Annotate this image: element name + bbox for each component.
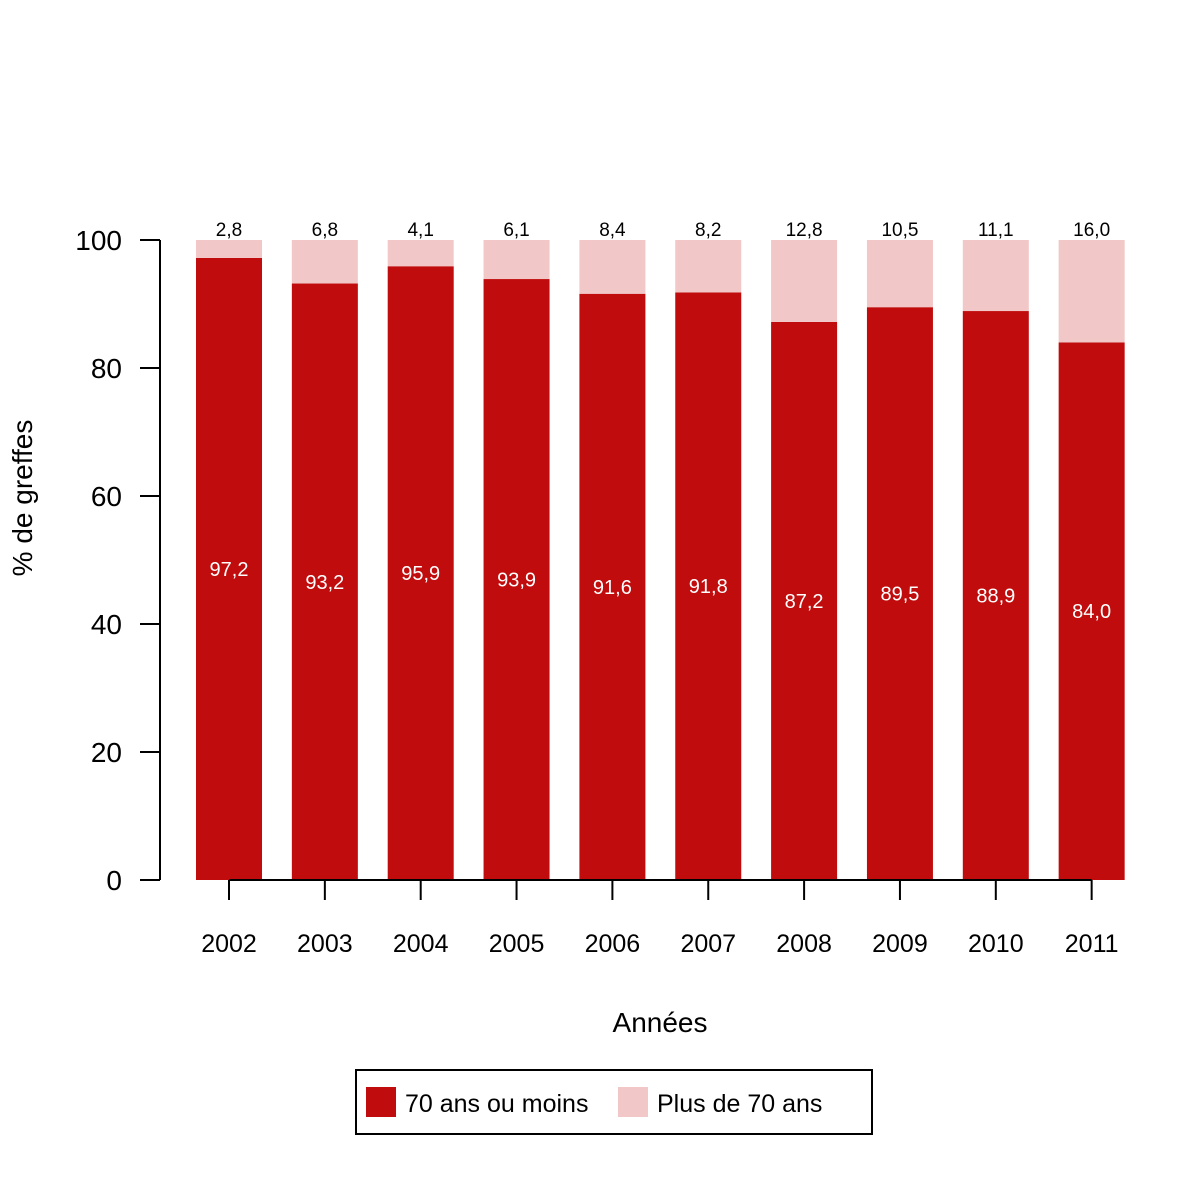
bar-segment-series-2 — [771, 240, 838, 322]
data-label-series-2: 6,1 — [503, 220, 529, 241]
x-tick-label: 2002 — [201, 930, 257, 958]
bar-segment-series-2 — [579, 240, 646, 294]
bar-segment-series-1 — [962, 311, 1029, 880]
x-tick-label: 2009 — [872, 930, 928, 958]
y-tick-label: 100 — [75, 225, 122, 256]
y-tick-label: 60 — [91, 481, 122, 512]
data-label-series-1: 91,6 — [593, 577, 632, 599]
legend-label-series-1: 70 ans ou moins — [405, 1090, 588, 1118]
data-label-series-2: 16,0 — [1073, 220, 1110, 241]
data-label-series-2: 2,8 — [216, 220, 242, 241]
data-label-series-1: 87,2 — [785, 591, 824, 613]
bar-segment-series-1 — [483, 279, 550, 880]
x-tick-label: 2006 — [585, 930, 641, 958]
bar-segment-series-2 — [483, 240, 550, 280]
data-label-series-1: 95,9 — [401, 563, 440, 585]
bar-segment-series-1 — [866, 307, 933, 880]
bar-segment-series-2 — [291, 240, 358, 284]
legend-swatch-series-1 — [366, 1087, 396, 1117]
data-label-series-1: 93,2 — [305, 572, 344, 594]
x-axis: 2002 2003 2004 2005 2006 2007 2008 2009 2010 2011 — [201, 879, 1119, 958]
bar-segment-series-2 — [866, 240, 933, 308]
y-tick-label: 20 — [91, 737, 122, 768]
bar-segment-series-2 — [1058, 240, 1125, 343]
bars-group — [196, 240, 1125, 881]
bar-value-labels: 97,2 2,8 93,2 6,8 95,9 4,1 93,9 6,1 91,6 8,4 91,8 8… — [210, 220, 1112, 623]
data-label-series-1: 93,9 — [497, 570, 536, 592]
data-label-series-1: 91,8 — [689, 576, 728, 598]
bar-segment-series-2 — [962, 240, 1029, 312]
x-axis-title: Années — [613, 1007, 708, 1038]
data-label-series-2: 8,4 — [599, 220, 626, 241]
y-tick-label: 40 — [91, 609, 122, 640]
x-tick-label: 2008 — [776, 930, 832, 958]
x-tick-label: 2007 — [680, 930, 736, 958]
data-label-series-2: 4,1 — [407, 220, 433, 241]
data-label-series-1: 97,2 — [210, 559, 249, 581]
bar-segment-series-1 — [1058, 342, 1125, 880]
data-label-series-2: 8,2 — [695, 220, 721, 241]
data-label-series-2: 12,8 — [786, 220, 823, 241]
x-tick-label: 2004 — [393, 930, 449, 958]
data-label-series-2: 10,5 — [881, 220, 918, 241]
y-axis: 0 20 40 60 80 100 — [75, 225, 161, 896]
bar-segment-series-1 — [771, 321, 838, 880]
data-label-series-2: 6,8 — [312, 220, 338, 241]
bar-segment-series-2 — [675, 240, 742, 293]
x-tick-label: 2003 — [297, 930, 353, 958]
data-label-series-1: 88,9 — [976, 586, 1015, 608]
legend-swatch-series-2 — [618, 1087, 648, 1117]
y-tick-label: 80 — [91, 353, 122, 384]
legend: 70 ans ou moins Plus de 70 ans — [355, 1069, 873, 1135]
bar-segment-series-1 — [675, 292, 742, 881]
y-axis-title: % de greffes — [7, 420, 38, 577]
x-tick-label: 2011 — [1065, 930, 1119, 958]
data-label-series-1: 89,5 — [880, 584, 919, 606]
bar-segment-series-2 — [196, 240, 262, 258]
legend-label-series-2: Plus de 70 ans — [657, 1090, 822, 1118]
data-label-series-1: 84,0 — [1072, 601, 1111, 623]
bar-segment-series-1 — [579, 293, 646, 880]
bar-segment-series-1 — [196, 257, 262, 880]
legend-box — [355, 1069, 873, 1135]
bar-segment-series-1 — [291, 283, 358, 880]
x-tick-label: 2005 — [489, 930, 545, 958]
data-label-series-2: 11,1 — [978, 220, 1014, 241]
y-tick-label: 0 — [106, 865, 122, 896]
x-tick-label: 2010 — [968, 930, 1024, 958]
bar-segment-series-2 — [387, 240, 454, 267]
bar-segment-series-1 — [387, 266, 454, 880]
